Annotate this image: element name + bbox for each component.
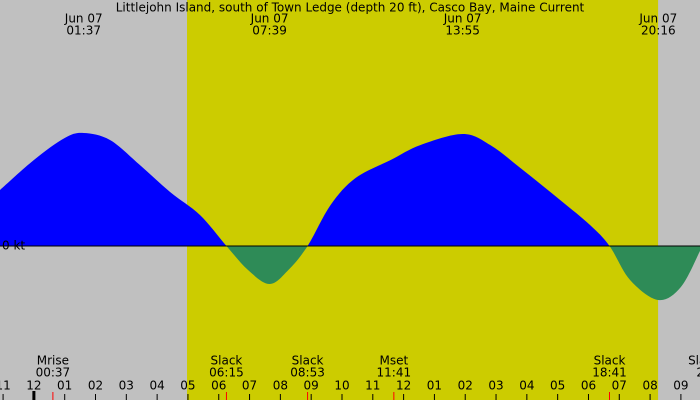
event-label: Mset [379, 354, 408, 368]
event-time: 18:41 [592, 366, 627, 380]
x-tick-label: 12 [26, 379, 41, 393]
extreme-date: Jun 07 [64, 12, 103, 26]
x-tick-label: 09 [673, 379, 688, 393]
x-tick-label: 02 [88, 379, 103, 393]
extreme-date: Jun 07 [443, 12, 482, 26]
event-time: 06:15 [209, 366, 244, 380]
x-tick-label: 08 [642, 379, 657, 393]
event-time: 21 [696, 366, 700, 380]
x-tick-label: 07 [242, 379, 257, 393]
event-time: 08:53 [290, 366, 325, 380]
x-tick-label: 11 [365, 379, 380, 393]
x-tick-label: 06 [581, 379, 596, 393]
x-tick-label: 02 [458, 379, 473, 393]
extreme-time: 01:37 [66, 24, 101, 38]
x-tick-label: 05 [180, 379, 195, 393]
extreme-date: Jun 07 [638, 12, 677, 26]
x-tick-label: 03 [119, 379, 134, 393]
event-time: 11:41 [377, 366, 412, 380]
chart-title: Littlejohn Island, south of Town Ledge (… [116, 1, 585, 15]
extreme-date: Jun 07 [250, 12, 289, 26]
x-tick-label: 08 [273, 379, 288, 393]
x-tick-label: 10 [334, 379, 349, 393]
event-label: Slack [292, 354, 324, 368]
event-label: Slack [594, 354, 626, 368]
x-tick-label: 01 [57, 379, 72, 393]
x-tick-label: 05 [550, 379, 565, 393]
extreme-time: 07:39 [252, 24, 287, 38]
current-area [0, 132, 700, 301]
event-time: 00:37 [36, 366, 71, 380]
x-tick-label: 06 [211, 379, 226, 393]
x-tick-label: 12 [396, 379, 411, 393]
extreme-time: 13:55 [445, 24, 480, 38]
x-tick-label: 09 [304, 379, 319, 393]
x-tick-label: 04 [149, 379, 164, 393]
event-label: Slack [211, 354, 243, 368]
x-tick-label: 04 [519, 379, 534, 393]
x-tick-label: 03 [488, 379, 503, 393]
x-tick-label: 07 [612, 379, 627, 393]
event-label: Slack [688, 354, 700, 368]
x-tick-label: 01 [427, 379, 442, 393]
x-tick-label: 11 [0, 379, 11, 393]
extreme-time: 20:16 [641, 24, 676, 38]
y-tick-label: 0 kt [2, 239, 25, 253]
event-label: Mrise [37, 354, 69, 368]
